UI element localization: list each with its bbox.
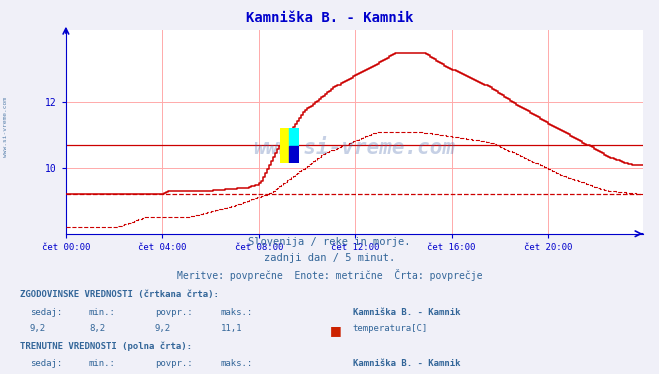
Bar [279, 128, 289, 163]
Text: temperatura[C]: temperatura[C] [353, 324, 428, 333]
Text: 9,2: 9,2 [155, 324, 171, 333]
Text: zadnji dan / 5 minut.: zadnji dan / 5 minut. [264, 253, 395, 263]
Text: TRENUTNE VREDNOSTI (polna črta):: TRENUTNE VREDNOSTI (polna črta): [20, 341, 192, 351]
Text: Kamniška B. - Kamnik: Kamniška B. - Kamnik [353, 359, 460, 368]
Text: povpr.:: povpr.: [155, 308, 192, 317]
Text: min.:: min.: [89, 308, 116, 317]
Text: www.si-vreme.com: www.si-vreme.com [3, 97, 8, 157]
Text: sedaj:: sedaj: [30, 308, 62, 317]
Text: 9,2: 9,2 [30, 324, 45, 333]
Text: maks.:: maks.: [221, 359, 253, 368]
Bar [289, 145, 299, 163]
Text: ■: ■ [330, 324, 341, 337]
Text: Kamniška B. - Kamnik: Kamniška B. - Kamnik [353, 308, 460, 317]
Text: min.:: min.: [89, 359, 116, 368]
Text: Meritve: povprečne  Enote: metrične  Črta: povprečje: Meritve: povprečne Enote: metrične Črta:… [177, 269, 482, 281]
Text: 8,2: 8,2 [89, 324, 105, 333]
Text: 11,1: 11,1 [221, 324, 243, 333]
Text: sedaj:: sedaj: [30, 359, 62, 368]
Text: Slovenija / reke in morje.: Slovenija / reke in morje. [248, 237, 411, 248]
Text: povpr.:: povpr.: [155, 359, 192, 368]
Text: maks.:: maks.: [221, 308, 253, 317]
Text: Kamniška B. - Kamnik: Kamniška B. - Kamnik [246, 11, 413, 25]
Text: ZGODOVINSKE VREDNOSTI (črtkana črta):: ZGODOVINSKE VREDNOSTI (črtkana črta): [20, 290, 219, 299]
Bar [289, 128, 299, 145]
Text: www.si-vreme.com: www.si-vreme.com [253, 138, 455, 158]
